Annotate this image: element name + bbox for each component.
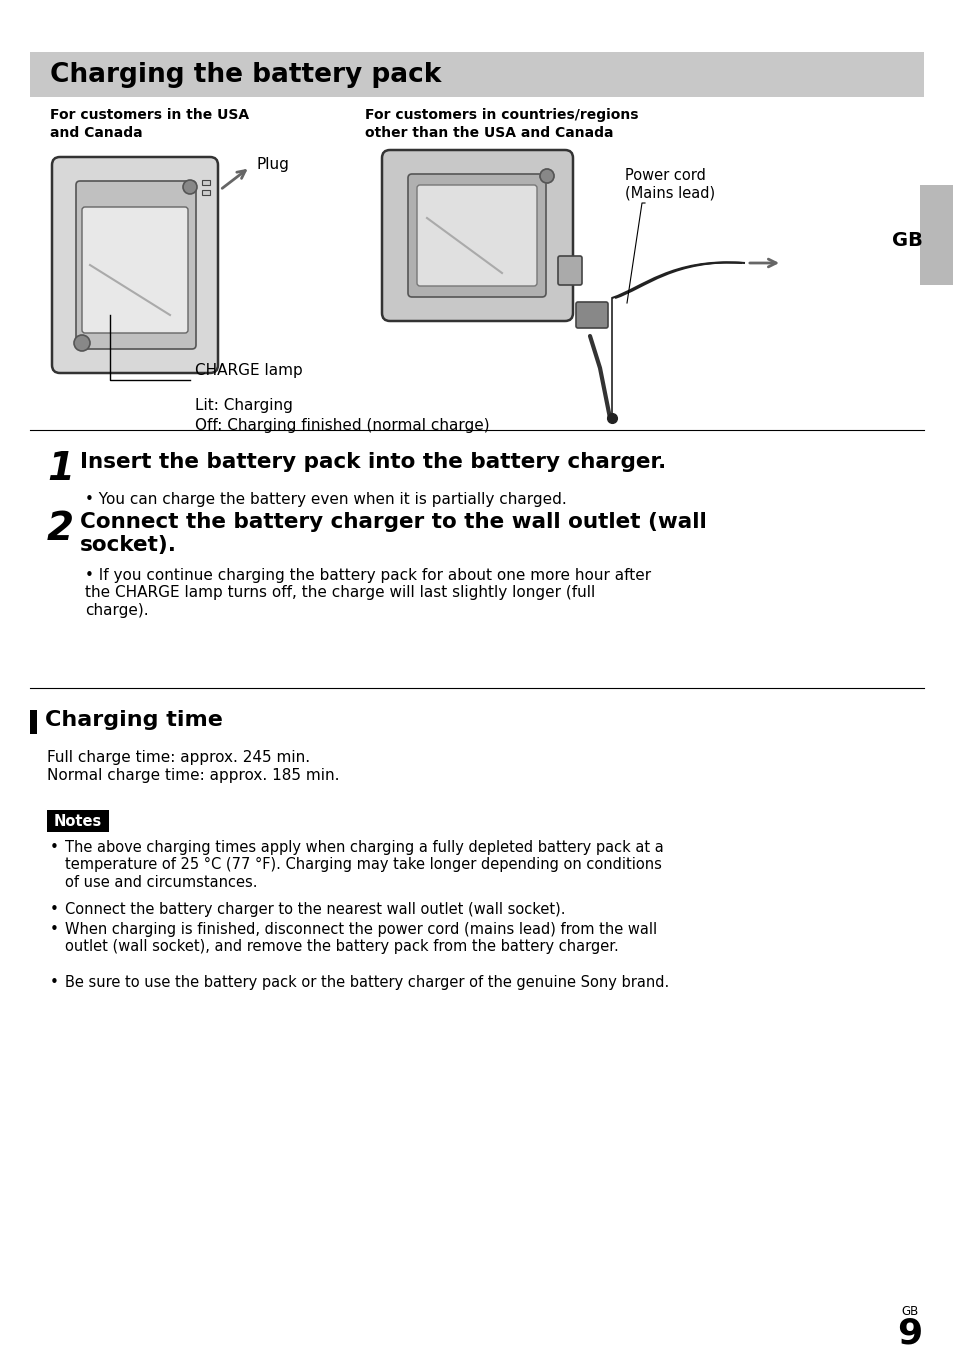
Bar	[919, 186, 953, 285]
Text: •: •	[50, 841, 59, 855]
Text: Off: Charging finished (normal charge): Off: Charging finished (normal charge)	[194, 418, 489, 433]
Text: When charging is finished, disconnect the power cord (mains lead) from the wall
: When charging is finished, disconnect th…	[65, 923, 657, 955]
FancyBboxPatch shape	[381, 151, 573, 321]
FancyBboxPatch shape	[76, 182, 195, 348]
Text: 2: 2	[47, 510, 74, 547]
FancyBboxPatch shape	[52, 157, 218, 373]
Text: Power cord
(Mains lead): Power cord (Mains lead)	[624, 168, 715, 200]
Text: 1: 1	[47, 451, 74, 488]
Text: Notes: Notes	[53, 814, 102, 829]
Text: Charging time: Charging time	[45, 710, 223, 730]
Text: •: •	[50, 902, 59, 917]
FancyBboxPatch shape	[558, 256, 581, 285]
Bar	[202, 180, 210, 186]
Text: Be sure to use the battery pack or the battery charger of the genuine Sony brand: Be sure to use the battery pack or the b…	[65, 975, 669, 990]
Text: For customers in countries/regions
other than the USA and Canada: For customers in countries/regions other…	[365, 108, 638, 140]
Text: CHARGE lamp: CHARGE lamp	[194, 363, 302, 378]
Text: • You can charge the battery even when it is partially charged.: • You can charge the battery even when i…	[85, 492, 566, 507]
Text: Connect the battery charger to the nearest wall outlet (wall socket).: Connect the battery charger to the neare…	[65, 902, 565, 917]
Bar	[47, 810, 109, 833]
Text: Charging the battery pack: Charging the battery pack	[50, 62, 441, 87]
Text: •: •	[50, 923, 59, 937]
Text: Lit: Charging: Lit: Charging	[194, 398, 293, 413]
FancyBboxPatch shape	[82, 207, 188, 334]
Text: • If you continue charging the battery pack for about one more hour after
the CH: • If you continue charging the battery p…	[85, 568, 651, 617]
Bar	[202, 190, 210, 195]
FancyBboxPatch shape	[416, 186, 537, 286]
FancyBboxPatch shape	[408, 174, 545, 297]
Text: Plug: Plug	[256, 157, 290, 172]
Text: GB: GB	[901, 1305, 918, 1318]
Bar	[30, 710, 37, 734]
Text: GB: GB	[891, 230, 922, 250]
Text: For customers in the USA
and Canada: For customers in the USA and Canada	[50, 108, 249, 140]
Text: Connect the battery charger to the wall outlet (wall
socket).: Connect the battery charger to the wall …	[80, 512, 706, 555]
Circle shape	[74, 335, 90, 351]
Text: Insert the battery pack into the battery charger.: Insert the battery pack into the battery…	[80, 452, 665, 472]
FancyBboxPatch shape	[576, 303, 607, 328]
Text: 9: 9	[897, 1317, 922, 1345]
Circle shape	[539, 169, 554, 183]
Text: Full charge time: approx. 245 min.: Full charge time: approx. 245 min.	[47, 751, 310, 765]
Text: •: •	[50, 975, 59, 990]
Text: The above charging times apply when charging a fully depleted battery pack at a
: The above charging times apply when char…	[65, 841, 663, 890]
Bar	[30, 52, 923, 97]
Text: Normal charge time: approx. 185 min.: Normal charge time: approx. 185 min.	[47, 768, 339, 783]
Circle shape	[183, 180, 196, 194]
